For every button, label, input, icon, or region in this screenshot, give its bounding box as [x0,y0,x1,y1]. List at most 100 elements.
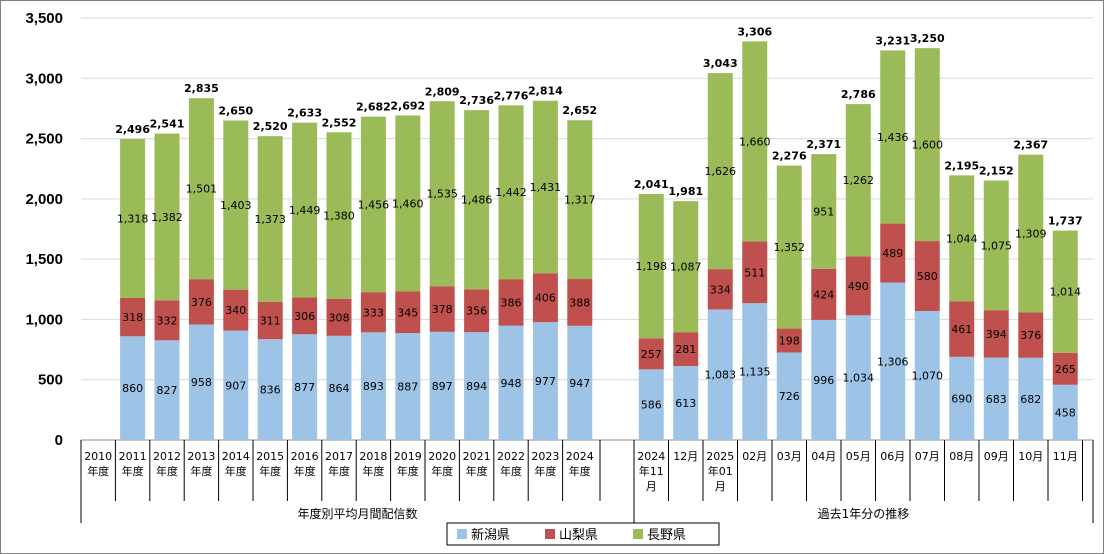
bar-segment-1 [498,325,524,440]
bar-value-label: 860 [122,382,143,395]
x-tick-label: 09月 [984,450,1009,463]
bar-segment-3 [776,165,802,329]
bar-value-label: 386 [501,296,522,309]
bar-value-label: 893 [363,380,384,393]
bar-value-label: 1,486 [461,194,493,207]
x-tick-label: 年度 [190,464,212,478]
x-tick-label: 年度 [431,464,453,478]
bar-value-label: 1,600 [912,139,944,152]
bar-total-label: 2,682 [356,101,391,114]
x-tick-label: 年度 [225,464,247,478]
x-tick-label: 06月 [880,450,905,463]
bar-segment-2 [360,292,386,333]
bar-value-label: 1,087 [670,261,702,274]
bar-total-label: 2,276 [772,150,807,163]
bar-segment-2 [880,223,906,283]
x-tick-label: 04月 [811,450,836,463]
x-tick-label: 11月 [1053,450,1078,463]
bar-value-label: 257 [641,348,662,361]
bar-segment-1 [845,315,871,440]
x-tick-label: 年11 [639,464,664,478]
bar-value-label: 580 [917,270,938,283]
y-tick-label: 1,000 [25,311,63,328]
bar-segment-3 [395,115,421,292]
bar-value-label: 458 [1055,406,1076,419]
bar-total-label: 2,195 [944,159,979,172]
bar-segment-3 [223,120,249,290]
bar-segment-1 [567,325,593,440]
y-tick-label: 3,000 [25,70,63,87]
bar-value-label: 332 [157,314,178,327]
x-tick-label: 2014 [222,450,250,463]
bar-value-label: 1,309 [1015,228,1047,241]
bar-total-label: 2,552 [322,116,357,129]
bar-total-label: 2,786 [841,88,876,101]
bar-segment-2 [292,297,318,335]
bar-total-label: 2,371 [806,138,841,151]
bar-segment-1 [326,335,352,440]
x-tick-label: 2013 [187,450,215,463]
bar-total-label: 1,737 [1048,215,1083,228]
bar-segment-1 [1018,357,1044,440]
bar-value-label: 1,436 [877,131,909,144]
bar-segment-2 [811,268,837,320]
x-tick-label: 2011 [119,450,147,463]
bar-total-label: 2,814 [528,85,563,98]
bar-segment-2 [638,338,664,370]
x-tick-label: 2015 [256,450,284,463]
bar-total-label: 2,520 [253,120,288,133]
x-tick-label: 2010 [84,450,112,463]
bar-value-label: 1,014 [1050,286,1082,299]
bar-segment-3 [567,120,593,280]
bar-value-label: 877 [294,381,315,394]
bar-total-label: 2,776 [494,89,529,102]
bar-value-label: 1,373 [254,213,286,226]
x-tick-label: 年度 [259,464,281,478]
bar-segment-3 [154,133,180,301]
x-tick-label: 2019 [394,450,422,463]
x-tick-label: 2022 [497,450,525,463]
bar-total-label: 3,250 [910,32,945,45]
bar-segment-3 [983,180,1009,311]
bar-value-label: 489 [882,247,903,260]
x-tick-label: 月 [715,480,726,493]
x-tick-label: 2012 [153,450,181,463]
bar-value-label: 1,382 [151,211,183,224]
bar-value-label: 894 [466,380,487,393]
x-tick-label: 年度 [156,464,178,478]
bar-total-label: 2,041 [634,178,669,191]
bar-value-label: 827 [157,384,178,397]
bar-segment-1 [360,332,386,440]
bar-segment-3 [811,154,837,269]
x-tick-label: 年度 [87,464,109,478]
bar-segment-1 [188,324,214,440]
bar-value-label: 1,431 [530,181,562,194]
x-tick-label: 08月 [949,450,974,463]
legend-label: 長野県 [647,528,686,543]
x-group-label: 年度別平均月間配信数 [297,506,417,521]
bar-value-label: 281 [675,343,696,356]
x-tick-label: 2021 [463,450,491,463]
bar-segment-3 [707,73,733,270]
y-tick-label: 3,500 [25,10,63,27]
bar-segment-2 [498,279,524,326]
bar-segment-1 [914,310,940,440]
x-tick-label: 2017 [325,450,353,463]
x-tick-label: 03月 [777,450,802,463]
bar-value-label: 1,075 [981,239,1013,252]
bar-value-label: 490 [848,280,869,293]
bar-value-label: 356 [466,305,487,318]
bar-value-label: 1,501 [186,183,218,196]
bar-segment-2 [429,286,455,332]
bar-value-label: 1,449 [289,204,321,217]
bar-value-label: 1,306 [877,355,909,368]
bar-segment-3 [464,110,490,290]
bar-value-label: 1,380 [323,209,355,222]
y-tick-label: 2,500 [25,131,63,148]
bar-segment-1 [880,282,906,440]
x-tick-label: 月 [646,480,657,493]
bar-segment-3 [498,105,524,280]
bar-value-label: 682 [1020,393,1041,406]
bar-value-label: 958 [191,376,212,389]
